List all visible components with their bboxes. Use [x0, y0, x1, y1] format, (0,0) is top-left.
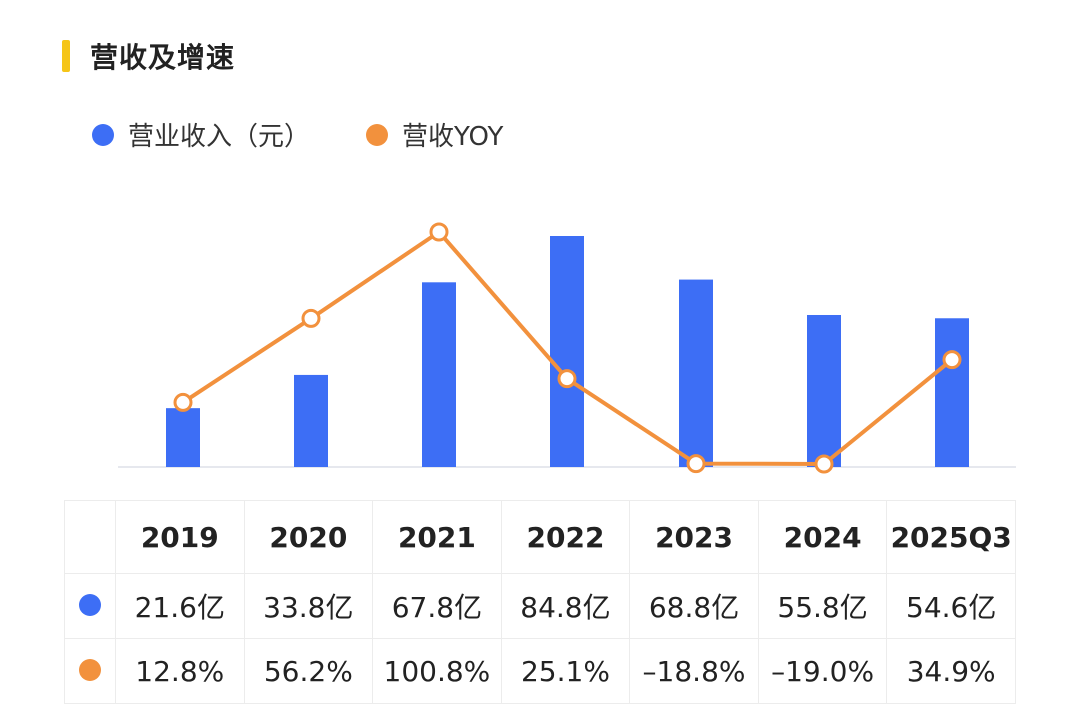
- title-accent-bar: [62, 40, 70, 72]
- legend-revenue-label: 营业收入（元）: [128, 122, 311, 152]
- yoy-point-2022: [557, 369, 577, 389]
- revenue-bar-2024: [807, 314, 841, 467]
- table-cell: 33.8亿: [243, 573, 374, 639]
- table-cell: 67.8亿: [372, 573, 502, 639]
- yoy-point-2020: [301, 308, 321, 328]
- yoy-point-2021: [429, 222, 449, 242]
- revenue-bar-2020: [294, 374, 328, 467]
- table-cell: 21.6亿: [115, 573, 245, 639]
- table-header-cell: 2020: [243, 500, 374, 574]
- table-header-cell: 2021: [372, 500, 502, 574]
- chart-legend: 营业收入（元） 营收YOY: [92, 116, 559, 153]
- table-cell: 68.8亿: [629, 573, 759, 639]
- revenue-dot-icon: [79, 593, 101, 616]
- table-cell: 54.6亿: [886, 573, 1016, 639]
- data-table: 2019 2020 2021 2022 2023 2024 2025Q3 21.…: [64, 500, 1016, 704]
- table-cell: 25.1%: [500, 638, 631, 704]
- yoy-dot-icon: [79, 658, 101, 681]
- yoy-point-2019: [173, 392, 193, 412]
- table-cell: 56.2%: [243, 638, 374, 704]
- legend-yoy-dot-icon: [366, 123, 389, 146]
- table-header-cell: 2022: [500, 500, 631, 574]
- revenue-bar-2023: [679, 279, 713, 467]
- revenue-bar-2025Q3: [935, 318, 969, 467]
- table-cell: 12.8%: [115, 638, 245, 704]
- yoy-point-2024: [814, 454, 834, 474]
- table-header-cell: 2024: [757, 500, 888, 574]
- table-header-cell: 2019: [115, 500, 245, 574]
- legend-revenue-dot-icon: [92, 123, 114, 146]
- table-header-row: 2019 2020 2021 2022 2023 2024 2025Q3: [64, 500, 1016, 574]
- table-cell: 34.9%: [886, 638, 1016, 704]
- table-corner-cell: [64, 500, 116, 574]
- table-revenue-dot-cell: [64, 573, 116, 639]
- table-row-revenue: 21.6亿 33.8亿 67.8亿 84.8亿 68.8亿 55.8亿 54.6…: [64, 573, 1016, 639]
- revenue-bar-2019: [166, 408, 200, 467]
- legend-item-yoy: 营收YOY: [366, 116, 503, 153]
- revenue-bar-2021: [422, 282, 456, 467]
- table-header-cell: 2025Q3: [886, 500, 1016, 574]
- legend-item-revenue: 营业收入（元）: [92, 116, 310, 153]
- chart-title: 营收及增速: [90, 41, 236, 74]
- table-cell: –18.8%: [629, 638, 759, 704]
- table-row-yoy: 12.8% 56.2% 100.8% 25.1% –18.8% –19.0% 3…: [64, 638, 1016, 704]
- yoy-point-2025Q3: [942, 350, 962, 370]
- table-yoy-dot-cell: [64, 638, 116, 704]
- table-cell: 84.8亿: [500, 573, 631, 639]
- yoy-point-2023: [686, 454, 706, 474]
- revenue-bar-2022: [550, 236, 584, 467]
- table-cell: –19.0%: [757, 638, 888, 704]
- table-cell: 55.8亿: [757, 573, 888, 639]
- table-header-cell: 2023: [629, 500, 759, 574]
- table-cell: 100.8%: [372, 638, 502, 704]
- legend-yoy-label: 营收YOY: [402, 122, 504, 152]
- revenue-yoy-chart: [118, 222, 1016, 474]
